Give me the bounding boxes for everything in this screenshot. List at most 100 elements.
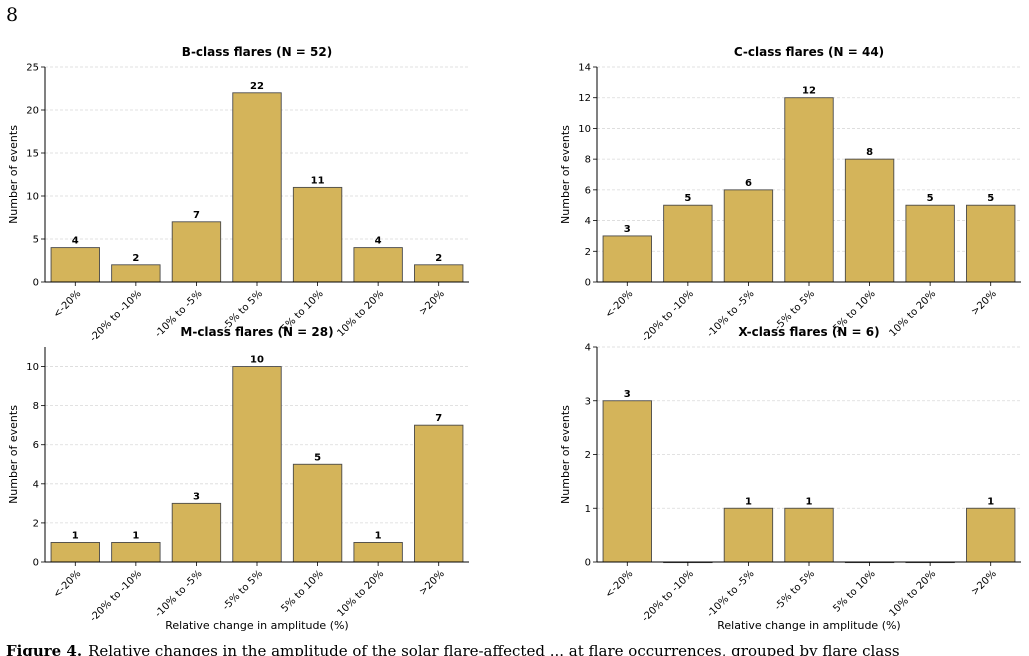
x-tick-label: -5% to 5% [221, 568, 265, 612]
x-tick-label: >20% [417, 288, 446, 317]
y-tick-label: 1 [585, 504, 591, 515]
x-tick-label: >20% [417, 568, 446, 597]
x-tick-label: <-20% [603, 568, 635, 600]
bar-value-label: 1 [72, 530, 79, 541]
x-tick-label: -20% to -10% [640, 568, 696, 624]
y-tick-label: 4 [585, 343, 591, 354]
x-tick-label: 10% to 20% [335, 288, 386, 339]
y-tick-label: 6 [585, 185, 591, 196]
y-tick-label: 3 [585, 396, 591, 407]
bar-value-label: 1 [987, 496, 994, 507]
chart-title: M-class flares (N = 28) [180, 325, 333, 339]
bar [171, 221, 222, 283]
bar [353, 542, 403, 563]
figure-caption: Figure 4. Relative changes in the amplitu… [6, 640, 1026, 656]
y-tick-label: 8 [585, 155, 591, 166]
bar [966, 204, 1016, 283]
bar [414, 264, 464, 283]
y-tick-label: 4 [585, 216, 591, 227]
x-axis-label: Relative change in amplitude (%) [717, 619, 900, 632]
x-tick-label: -20% to -10% [640, 288, 696, 344]
bar-value-label: 1 [375, 530, 382, 541]
bar [232, 92, 282, 283]
page-number: 8 [6, 4, 19, 26]
x-tick-label: <-20% [51, 568, 83, 600]
bar-value-label: 2 [435, 253, 442, 264]
x-tick-label: >20% [969, 568, 998, 597]
bar-value-label: 3 [624, 224, 631, 235]
x-tick-label: 5% to 10% [279, 568, 325, 614]
chart-title: B-class flares (N = 52) [182, 45, 332, 59]
bar [292, 186, 343, 283]
x-tick-label: 10% to 20% [335, 568, 386, 619]
x-tick-label: -10% to -5% [705, 568, 756, 619]
chart-m-class: 0 2 4 6 8 10 1 <-20% 1 -20% to -10% 3 -10% to -5% 10… [7, 325, 469, 632]
y-tick-label: 4 [33, 479, 39, 490]
x-tick-label: -20% to -10% [88, 568, 144, 624]
x-tick-label: -20% to -10% [88, 288, 144, 344]
bar [50, 247, 100, 283]
bar [723, 507, 774, 563]
bar-value-label: 7 [435, 413, 442, 424]
x-axis-label: Relative change in amplitude (%) [165, 619, 348, 632]
y-tick-label: 2 [585, 450, 591, 461]
y-tick-label: 6 [33, 440, 39, 451]
bar [663, 204, 713, 283]
bar-value-label: 1 [806, 496, 813, 507]
bar [844, 158, 895, 283]
y-tick-label: 12 [578, 93, 591, 104]
bar-value-label: 5 [684, 193, 691, 204]
bar [602, 400, 652, 563]
chart-title: X-class flares (N = 6) [738, 325, 879, 339]
bar-value-label: 5 [314, 452, 321, 463]
bar [784, 97, 834, 283]
bar-value-label: 5 [987, 193, 994, 204]
y-tick-label: 0 [33, 278, 39, 289]
bar-value-label: 4 [72, 236, 79, 247]
y-tick-label: 0 [585, 558, 591, 569]
bar-value-label: 4 [375, 236, 382, 247]
y-tick-label: 15 [26, 149, 39, 160]
bar-value-label: 6 [745, 178, 752, 189]
y-tick-label: 10 [26, 192, 39, 203]
caption-label: Figure 4. [6, 642, 83, 656]
y-axis-label: Number of events [559, 405, 572, 504]
chart-title: C-class flares (N = 44) [734, 45, 884, 59]
y-tick-label: 0 [33, 558, 39, 569]
y-tick-label: 5 [33, 235, 39, 246]
bar-value-label: 8 [866, 147, 873, 158]
x-tick-label: <-20% [603, 288, 635, 320]
y-tick-label: 2 [585, 247, 591, 258]
chart-x-class: 0 1 2 3 4 3 <-20% -20% to -10% 1 -10% to -5% 1 -5% … [559, 325, 1021, 632]
bar-value-label: 11 [311, 175, 325, 186]
bar [723, 189, 774, 283]
bar [50, 542, 100, 563]
y-tick-label: 8 [33, 401, 39, 412]
y-tick-label: 14 [578, 63, 591, 74]
bar [111, 264, 161, 283]
bar-value-label: 1 [745, 496, 752, 507]
bar-value-label: 3 [624, 389, 631, 400]
bar [232, 366, 282, 563]
bar-value-label: 2 [132, 253, 139, 264]
bar [905, 204, 955, 283]
bar [784, 507, 834, 563]
y-tick-label: 0 [585, 278, 591, 289]
bar [414, 424, 464, 563]
y-tick-label: 25 [26, 63, 39, 74]
bar [111, 542, 161, 563]
bar-value-label: 1 [132, 530, 139, 541]
y-tick-label: 20 [26, 106, 39, 117]
y-axis-label: Number of events [7, 405, 20, 504]
x-tick-label: 5% to 10% [831, 568, 877, 614]
bar-value-label: 12 [802, 86, 816, 97]
x-tick-label: <-20% [51, 288, 83, 320]
y-tick-label: 2 [33, 518, 39, 529]
bar-value-label: 5 [927, 193, 934, 204]
bar-value-label: 10 [250, 355, 264, 366]
x-tick-label: 10% to 20% [887, 288, 938, 339]
x-tick-label: -5% to 5% [773, 568, 817, 612]
